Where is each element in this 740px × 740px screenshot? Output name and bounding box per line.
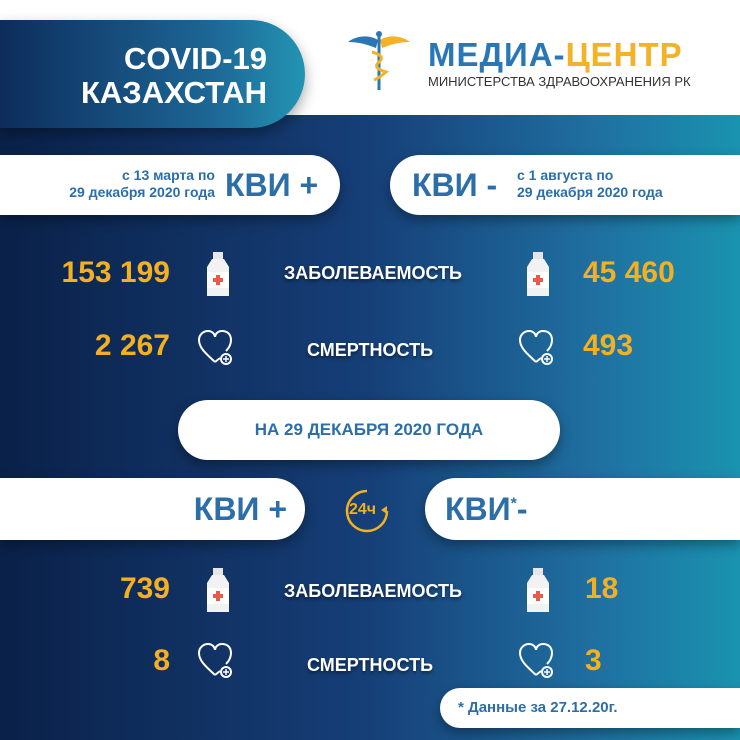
daily-negative-pill: КВИ*- (425, 478, 740, 540)
medicine-bottle-icon (525, 568, 551, 617)
heart-icon (197, 642, 236, 684)
medicine-bottle-icon (205, 252, 231, 301)
24h-icon: 24ч (342, 486, 392, 536)
title-line1: COVID-19 (124, 41, 267, 76)
daily-negative-suffix: - (516, 491, 528, 527)
refresh-arrow-icon (345, 489, 389, 533)
cumulative-negative-deaths: 493 (583, 329, 634, 362)
negative-period-line1: с 1 августа по (517, 167, 614, 183)
logo-subtitle: МИНИСТЕРСТВА ЗДРАВООХРАНЕНИЯ РК (428, 74, 691, 89)
title-line2: КАЗАХСТАН (81, 75, 267, 110)
positive-period-line1: с 13 марта по (121, 167, 215, 183)
logo-title-part2: ЦЕНТР (565, 36, 683, 73)
negative-period-line2: 29 декабря 2020 года (517, 184, 663, 200)
daily-positive-deaths: 8 (153, 644, 170, 677)
daily-positive-cases: 739 (119, 572, 170, 605)
positive-period-line2: 29 декабря 2020 года (69, 184, 215, 200)
daily-negative-deaths: 3 (585, 644, 602, 677)
24h-badge: 24ч (349, 501, 377, 518)
positive-period: с 13 марта по 29 декабря 2020 года (69, 167, 215, 201)
medicine-bottle-icon (205, 568, 231, 617)
daily-deaths-label: СМЕРТНОСТЬ (306, 655, 434, 675)
cumulative-negative-pill: КВИ - с 1 августа по 29 декабря 2020 год… (390, 155, 740, 215)
logo-title-part1: МЕДИА- (428, 36, 566, 73)
daily-negative-label-text: КВИ (445, 491, 511, 527)
asterisk: * (510, 495, 517, 513)
cumulative-positive-pill: с 13 марта по 29 декабря 2020 года КВИ + (0, 155, 340, 215)
positive-label: КВИ + (225, 167, 319, 203)
cumulative-negative-cases: 45 460 (583, 256, 675, 289)
negative-label: КВИ - (412, 167, 498, 203)
daily-positive-pill: КВИ + (0, 478, 305, 540)
cumulative-positive-cases: 153 199 (61, 256, 170, 289)
caduceus-icon (348, 31, 410, 90)
heart-icon (518, 329, 557, 371)
daily-cases-label: ЗАБОЛЕВАЕМОСТЬ (284, 581, 462, 601)
heart-icon (518, 642, 557, 684)
negative-period: с 1 августа по 29 декабря 2020 года (517, 167, 663, 201)
cases-label: ЗАБОЛЕВАЕМОСТЬ (284, 263, 462, 283)
cumulative-positive-deaths: 2 267 (94, 329, 170, 362)
medicine-bottle-icon (525, 252, 551, 301)
daily-negative-label: КВИ*- (445, 491, 528, 528)
daily-positive-label: КВИ + (193, 491, 287, 527)
heart-icon (197, 329, 236, 371)
date-pill: НА 29 ДЕКАБРЯ 2020 ГОДА (178, 400, 560, 460)
footnote: * Данные за 27.12.20г. (440, 688, 740, 728)
logo-title: МЕДИА-ЦЕНТР (428, 36, 683, 74)
title-banner: COVID-19 КАЗАХСТАН (0, 20, 305, 128)
deaths-label: СМЕРТНОСТЬ (306, 340, 434, 360)
daily-negative-cases: 18 (585, 572, 619, 605)
